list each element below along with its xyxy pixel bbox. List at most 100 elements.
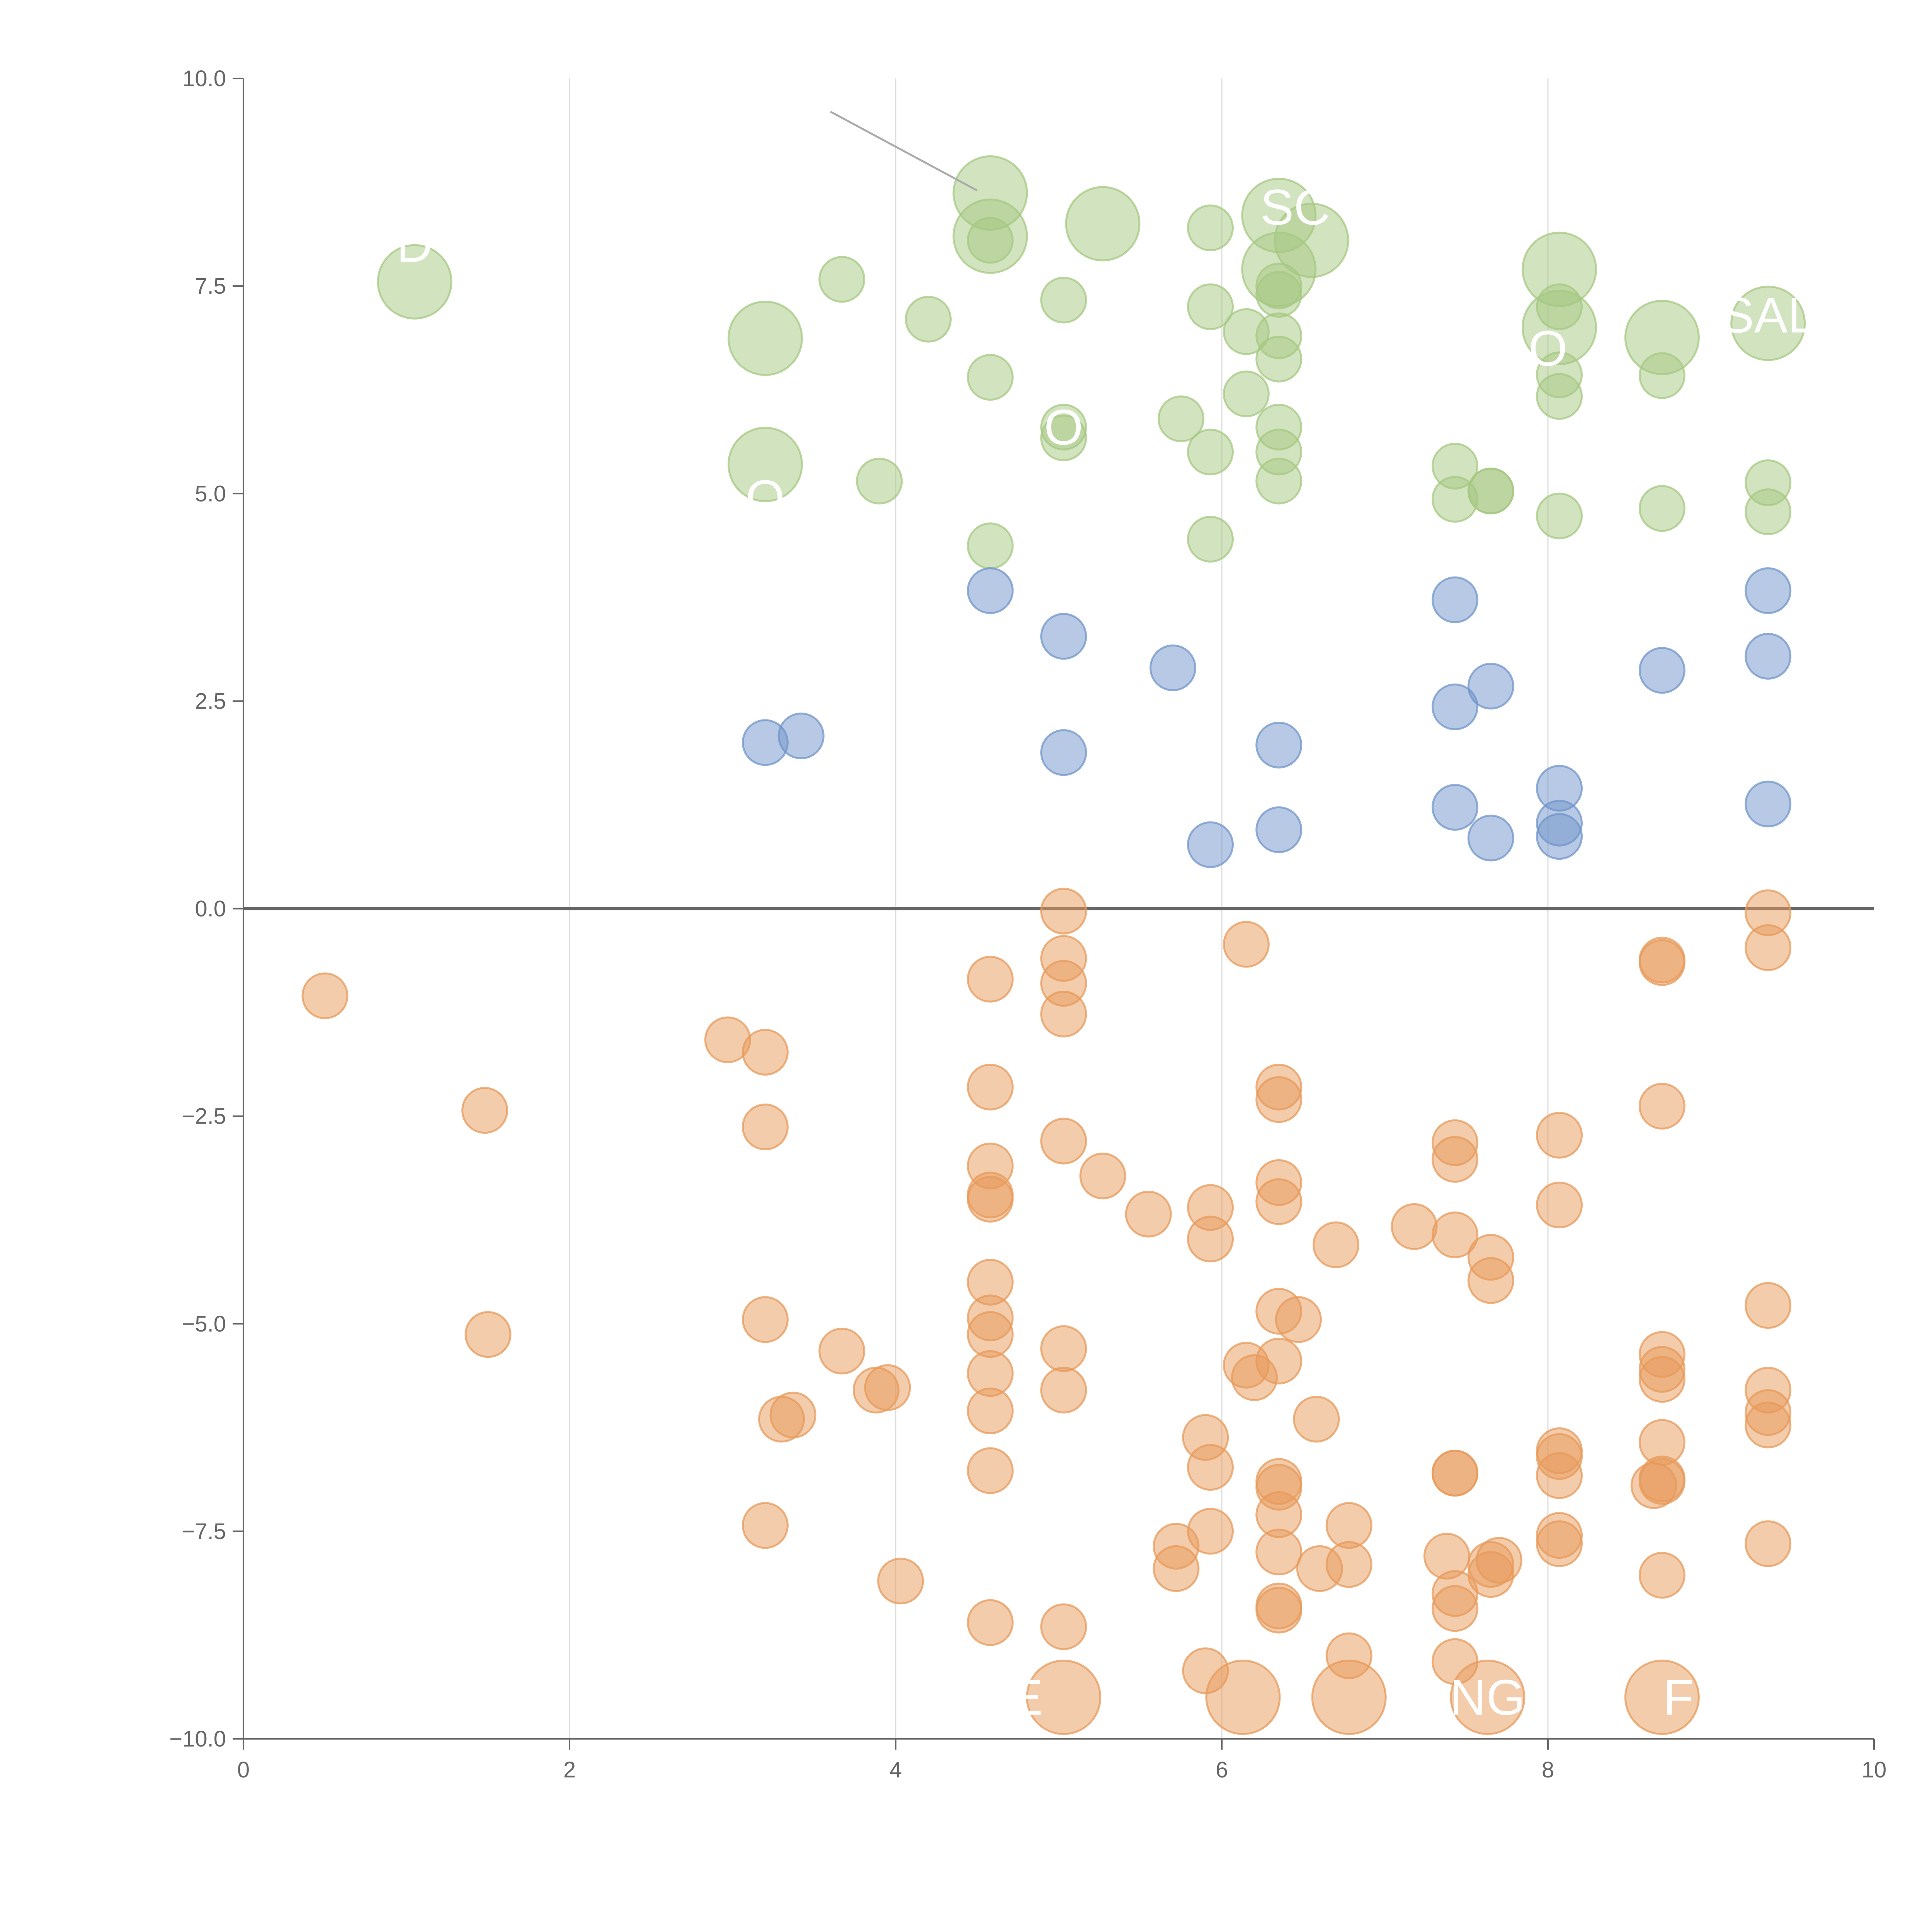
y-tick-label: 7.5: [195, 274, 226, 299]
point-label: SC: [1260, 179, 1330, 235]
data-point: [1312, 1221, 1359, 1269]
data-point: [967, 1175, 1014, 1223]
data-point: [1187, 1508, 1234, 1555]
data-point: [1431, 784, 1478, 831]
data-point: [1536, 1182, 1583, 1229]
data-point: [1040, 990, 1087, 1037]
data-point: [1536, 373, 1583, 420]
data-point: [1745, 633, 1792, 680]
data-point: [1040, 1325, 1087, 1372]
data-point: [1149, 644, 1196, 691]
data-point: [1187, 204, 1234, 252]
data-point: [1624, 1660, 1700, 1735]
data-point: [1255, 1178, 1303, 1225]
data-point: [877, 1558, 924, 1605]
data-point: [1040, 1117, 1087, 1165]
data-point: [727, 427, 803, 502]
data-point: [1431, 683, 1478, 730]
data-point: [377, 244, 452, 320]
data-point: [1536, 1452, 1583, 1499]
point-label: F: [1663, 1669, 1694, 1726]
data-point: [818, 256, 866, 303]
data-point: [1431, 1211, 1478, 1259]
data-point: [1255, 721, 1303, 769]
data-point: [1275, 1296, 1322, 1343]
data-point: [742, 1029, 789, 1076]
label-layer: D SC SAL O O O E NG F: [396, 111, 1816, 1726]
x-tick-label: 10: [1862, 1757, 1887, 1782]
x-tick-label: 8: [1542, 1757, 1554, 1782]
data-point: [1391, 1203, 1438, 1250]
data-point: [742, 1104, 789, 1151]
data-point: [1467, 468, 1514, 515]
data-point: [742, 1502, 789, 1549]
data-point: [1467, 663, 1514, 710]
data-point: [864, 1364, 911, 1411]
y-tick-label: 2.5: [195, 689, 226, 714]
data-point: [1187, 515, 1234, 563]
leader-line: [830, 111, 978, 192]
data-point: [1467, 1257, 1514, 1304]
data-point: [967, 217, 1014, 264]
data-point: [967, 522, 1014, 570]
x-tick-label: 2: [563, 1757, 576, 1782]
y-tick-label: 10.0: [182, 66, 226, 91]
data-point: [1187, 1444, 1234, 1491]
data-point: [1431, 576, 1478, 623]
data-point: [1040, 414, 1087, 461]
data-point: [1431, 1449, 1478, 1497]
mark-layer: [301, 155, 1806, 1735]
data-point: [1255, 1587, 1303, 1634]
data-point: [1187, 1216, 1234, 1263]
data-point: [1450, 1660, 1526, 1735]
data-point: [856, 457, 903, 505]
data-point: [1745, 924, 1792, 971]
data-point: [1040, 888, 1087, 935]
data-point: [1638, 647, 1685, 694]
y-tick-label: 0.0: [195, 896, 226, 922]
data-point: [1187, 429, 1234, 476]
y-tick-label: −2.5: [182, 1104, 226, 1129]
x-tick-label: 6: [1216, 1757, 1228, 1782]
point-label: E: [1009, 1669, 1043, 1726]
data-point: [1431, 1136, 1478, 1183]
data-point: [1745, 488, 1792, 536]
data-point: [1475, 1537, 1522, 1584]
data-point: [967, 354, 1014, 401]
data-point: [1638, 1552, 1685, 1599]
data-point: [1223, 370, 1270, 417]
point-label: O: [1528, 320, 1567, 376]
data-point: [1026, 1660, 1102, 1735]
data-point: [1255, 335, 1303, 383]
data-point: [1205, 1660, 1281, 1735]
data-point: [967, 1599, 1014, 1646]
data-point: [1536, 1112, 1583, 1159]
y-tick-label: −7.5: [182, 1519, 226, 1544]
data-point: [905, 296, 952, 343]
data-point: [727, 300, 803, 376]
x-tick-label: 4: [889, 1757, 902, 1782]
data-point: [1638, 1356, 1685, 1403]
data-point: [1638, 939, 1685, 986]
data-point: [1745, 1282, 1792, 1329]
data-point: [967, 956, 1014, 1003]
data-point: [967, 1063, 1014, 1111]
data-point: [461, 1087, 509, 1134]
data-point: [742, 1296, 789, 1343]
data-point: [1638, 352, 1685, 399]
data-point: [1745, 1520, 1792, 1567]
data-point: [1223, 921, 1270, 968]
data-point: [1730, 286, 1806, 361]
data-point: [1536, 283, 1583, 330]
point-label: SAL: [1721, 287, 1816, 343]
data-point: [1040, 1603, 1087, 1650]
data-point: [464, 1311, 512, 1358]
data-point: [1255, 1337, 1303, 1384]
data-point: [967, 567, 1014, 614]
data-point: [1153, 1545, 1200, 1592]
data-point: [1536, 813, 1583, 860]
data-point: [1040, 613, 1087, 660]
y-tick-label: 5.0: [195, 481, 226, 506]
